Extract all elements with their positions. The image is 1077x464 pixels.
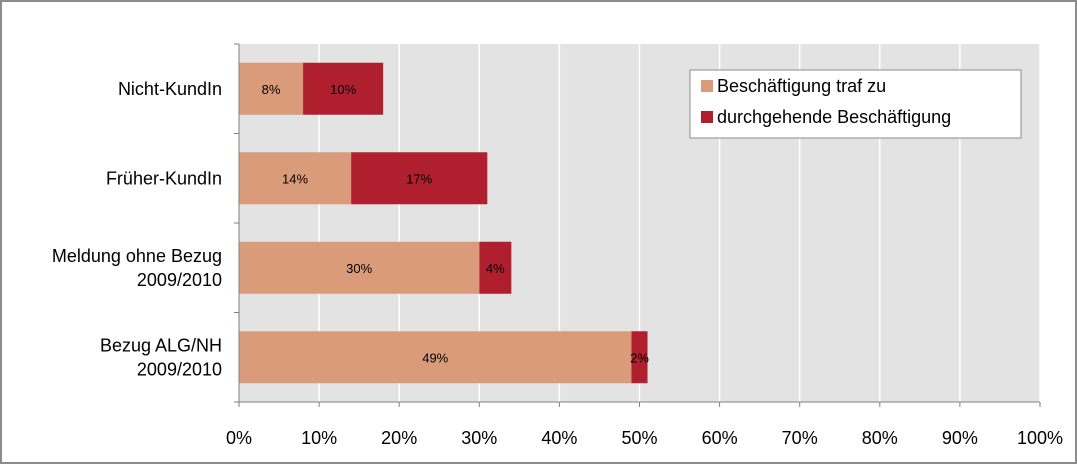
bar-data-label: 10% <box>330 82 356 97</box>
bar-data-label: 14% <box>282 171 308 186</box>
legend-swatch-durchgehend <box>701 111 713 123</box>
bars: 8% 10% 14% 17% 30% 4% 49% 2% <box>239 62 649 384</box>
x-tick-label: 50% <box>621 428 657 448</box>
legend-swatch-beschaeftigung <box>701 80 713 92</box>
bar-beschaeftigung <box>239 152 352 205</box>
x-tick-label: 20% <box>381 428 417 448</box>
category-label: Nicht-KundIn <box>118 79 222 99</box>
x-tick-label: 70% <box>782 428 818 448</box>
x-tick-label: 100% <box>1017 428 1063 448</box>
x-tick-label: 30% <box>461 428 497 448</box>
bar-durchgehend <box>303 62 384 115</box>
bar-data-label: 2% <box>630 350 649 365</box>
bar-beschaeftigung <box>239 331 632 384</box>
bar-data-label: 17% <box>406 171 432 186</box>
bar-durchgehend <box>631 331 648 384</box>
bar-data-label: 8% <box>262 82 281 97</box>
bar-data-label: 49% <box>422 350 448 365</box>
category-label: Bezug ALG/NH 2009/2010 <box>100 335 222 379</box>
x-tick-label: 60% <box>702 428 738 448</box>
legend-box <box>689 69 1022 139</box>
x-tick-label: 10% <box>301 428 337 448</box>
bar-beschaeftigung <box>239 62 304 115</box>
x-tick-label: 80% <box>862 428 898 448</box>
legend-label-beschaeftigung: Beschäftigung traf zu <box>717 76 886 96</box>
category-label: Meldung ohne Bezug 2009/2010 <box>52 246 222 290</box>
bar-durchgehend <box>351 152 488 205</box>
axes <box>234 43 1041 407</box>
category-labels: Nicht-KundIn Früher-KundIn Meldung ohne Be… <box>52 79 222 380</box>
x-tick-label: 0% <box>226 428 252 448</box>
category-label: Früher-KundIn <box>106 168 222 188</box>
bar-beschaeftigung <box>239 241 480 294</box>
bar-durchgehend <box>479 241 512 294</box>
bar-data-label: 30% <box>346 261 372 276</box>
x-tick-labels: 0% 10% 20% 30% 40% 50% 60% 70% 80% 90% 100% <box>226 428 1063 448</box>
bar-data-label: 4% <box>486 261 505 276</box>
legend-label-durchgehend: durchgehende Beschäftigung <box>717 107 951 127</box>
legend: Beschäftigung traf zu durchgehende Besch… <box>689 69 1022 139</box>
x-tick-label: 40% <box>541 428 577 448</box>
x-tick-label: 90% <box>942 428 978 448</box>
